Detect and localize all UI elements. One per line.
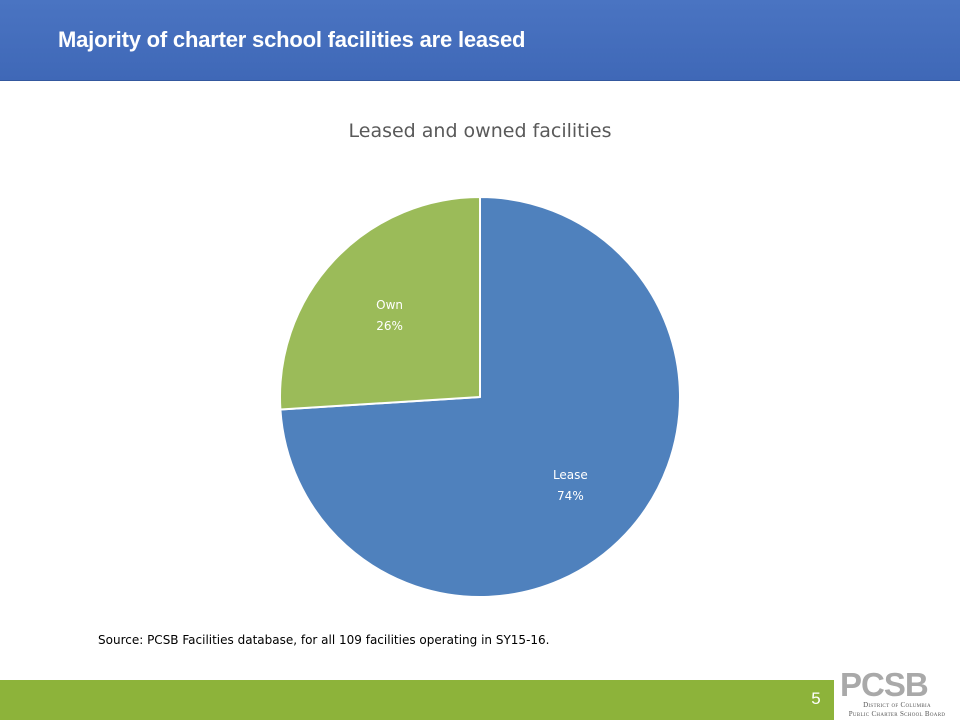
slide-title: Majority of charter school facilities ar…	[58, 27, 526, 52]
pie-label-own: Own 26%	[376, 298, 403, 333]
logo-wordmark: PCSB	[840, 666, 929, 703]
pie-slice-own	[279, 196, 481, 411]
slice-category-label: Own	[376, 298, 403, 312]
header-bar: Majority of charter school facilities ar…	[0, 0, 960, 81]
logo-subtitle-line-1: District of Columbia	[863, 701, 931, 709]
pie-label-lease: Lease 74%	[553, 468, 588, 503]
chart-title: Leased and owned facilities	[348, 120, 612, 142]
slice-percent-label: 74%	[557, 489, 584, 503]
footer-bar	[0, 680, 960, 720]
logo-subtitle-line-2: Public Charter School Board	[848, 710, 946, 718]
page-number: 5	[811, 689, 821, 708]
pcsb-logo: PCSB District of Columbia Public Charter…	[834, 666, 960, 720]
slice-category-label: Lease	[553, 468, 588, 482]
source-note: Source: PCSB Facilities database, for al…	[98, 633, 550, 647]
slice-percent-label: 26%	[376, 319, 403, 333]
